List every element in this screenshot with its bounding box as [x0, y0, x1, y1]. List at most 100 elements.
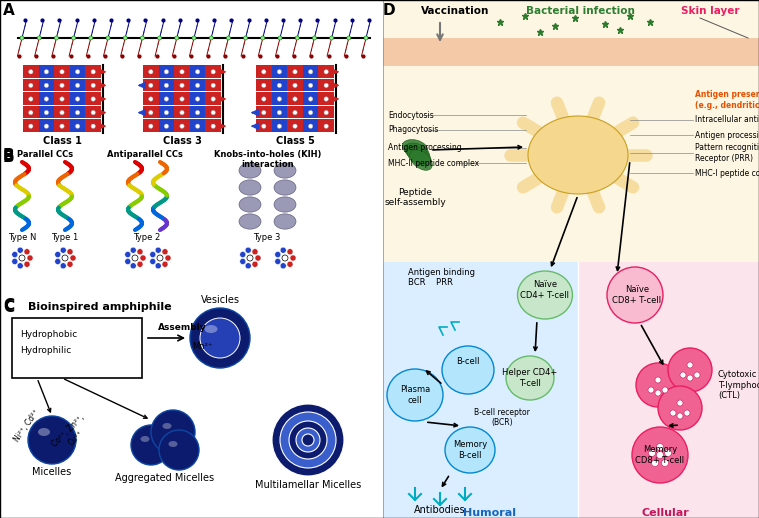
Circle shape	[17, 263, 24, 269]
Circle shape	[157, 255, 163, 261]
Circle shape	[694, 372, 700, 378]
Circle shape	[55, 258, 61, 265]
Circle shape	[277, 97, 282, 101]
Circle shape	[29, 110, 33, 115]
Circle shape	[27, 255, 33, 261]
Text: Mn²⁺: Mn²⁺	[192, 342, 213, 351]
Circle shape	[37, 36, 41, 40]
Ellipse shape	[506, 356, 554, 400]
Circle shape	[44, 97, 49, 101]
Text: Cytotoxic
T-lymphocyte
(CTL): Cytotoxic T-lymphocyte (CTL)	[718, 370, 759, 400]
Ellipse shape	[168, 441, 178, 447]
Circle shape	[277, 69, 282, 74]
Bar	[578, 262, 759, 518]
Bar	[256, 79, 334, 91]
Circle shape	[29, 69, 33, 74]
Text: Endocytosis: Endocytosis	[388, 110, 433, 120]
Circle shape	[657, 443, 663, 451]
Bar	[54, 106, 70, 119]
Bar	[54, 79, 70, 91]
Text: Antigen binding
BCR    PRR: Antigen binding BCR PRR	[408, 268, 475, 287]
Circle shape	[262, 69, 266, 74]
Bar	[256, 106, 272, 119]
Text: Antigen processing: Antigen processing	[695, 131, 759, 139]
Circle shape	[123, 36, 128, 40]
Circle shape	[60, 110, 65, 115]
Text: Antiparallel CCs: Antiparallel CCs	[107, 150, 183, 159]
Text: Phagocytosis: Phagocytosis	[388, 125, 439, 135]
Bar	[175, 92, 190, 105]
Circle shape	[687, 375, 693, 381]
Circle shape	[17, 247, 24, 253]
Bar	[318, 92, 334, 105]
Text: Type 1: Type 1	[52, 233, 79, 242]
Text: D: D	[383, 3, 395, 18]
Circle shape	[12, 252, 17, 257]
Text: Memory
CD8+ T-cell: Memory CD8+ T-cell	[635, 445, 685, 465]
Bar	[143, 106, 221, 119]
Ellipse shape	[407, 147, 431, 166]
Ellipse shape	[518, 271, 572, 319]
Ellipse shape	[410, 150, 433, 170]
Text: Type 2: Type 2	[134, 233, 161, 242]
Text: Humoral
immune response: Humoral immune response	[434, 508, 546, 518]
Bar	[143, 65, 159, 78]
Circle shape	[308, 97, 313, 101]
Bar	[383, 262, 578, 518]
Bar	[39, 65, 54, 78]
Circle shape	[275, 258, 281, 265]
Circle shape	[200, 318, 240, 358]
Circle shape	[244, 36, 247, 40]
Text: Hydrophilic: Hydrophilic	[20, 346, 71, 355]
Bar	[23, 92, 39, 105]
Circle shape	[137, 249, 143, 255]
Circle shape	[192, 36, 196, 40]
Ellipse shape	[405, 143, 430, 161]
Bar	[303, 79, 318, 91]
Ellipse shape	[239, 214, 261, 229]
Ellipse shape	[445, 427, 495, 473]
Circle shape	[180, 124, 184, 128]
Ellipse shape	[402, 139, 428, 156]
Circle shape	[60, 247, 66, 253]
Bar	[70, 120, 86, 132]
Bar	[256, 92, 272, 105]
Circle shape	[164, 110, 168, 115]
Circle shape	[209, 36, 213, 40]
Circle shape	[132, 255, 138, 261]
Ellipse shape	[528, 116, 628, 194]
Circle shape	[636, 363, 680, 407]
Bar	[143, 79, 221, 91]
Circle shape	[165, 255, 171, 261]
Text: B-cell: B-cell	[456, 357, 480, 367]
Circle shape	[289, 421, 327, 459]
Circle shape	[277, 124, 282, 128]
Circle shape	[162, 249, 168, 255]
Circle shape	[137, 261, 143, 267]
Circle shape	[60, 263, 66, 269]
Circle shape	[684, 410, 690, 416]
Ellipse shape	[162, 423, 172, 429]
Circle shape	[308, 124, 313, 128]
Circle shape	[44, 110, 49, 115]
Text: Intracellular antigens: Intracellular antigens	[695, 116, 759, 124]
Text: Vaccination: Vaccination	[420, 6, 490, 16]
Text: Parallel CCs: Parallel CCs	[17, 150, 73, 159]
Bar	[256, 79, 272, 91]
Circle shape	[280, 247, 286, 253]
Text: MHC-II peptide complex: MHC-II peptide complex	[388, 159, 479, 167]
Circle shape	[164, 83, 168, 88]
Circle shape	[195, 69, 200, 74]
Bar	[159, 79, 175, 91]
Circle shape	[75, 83, 80, 88]
Text: Pattern recognition
Receptor (PRR): Pattern recognition Receptor (PRR)	[695, 143, 759, 163]
Circle shape	[29, 97, 33, 101]
Circle shape	[329, 36, 334, 40]
Circle shape	[44, 83, 49, 88]
Circle shape	[131, 263, 136, 269]
Circle shape	[247, 255, 253, 261]
Circle shape	[149, 83, 153, 88]
Circle shape	[295, 36, 299, 40]
Circle shape	[255, 255, 261, 261]
Bar	[190, 92, 206, 105]
